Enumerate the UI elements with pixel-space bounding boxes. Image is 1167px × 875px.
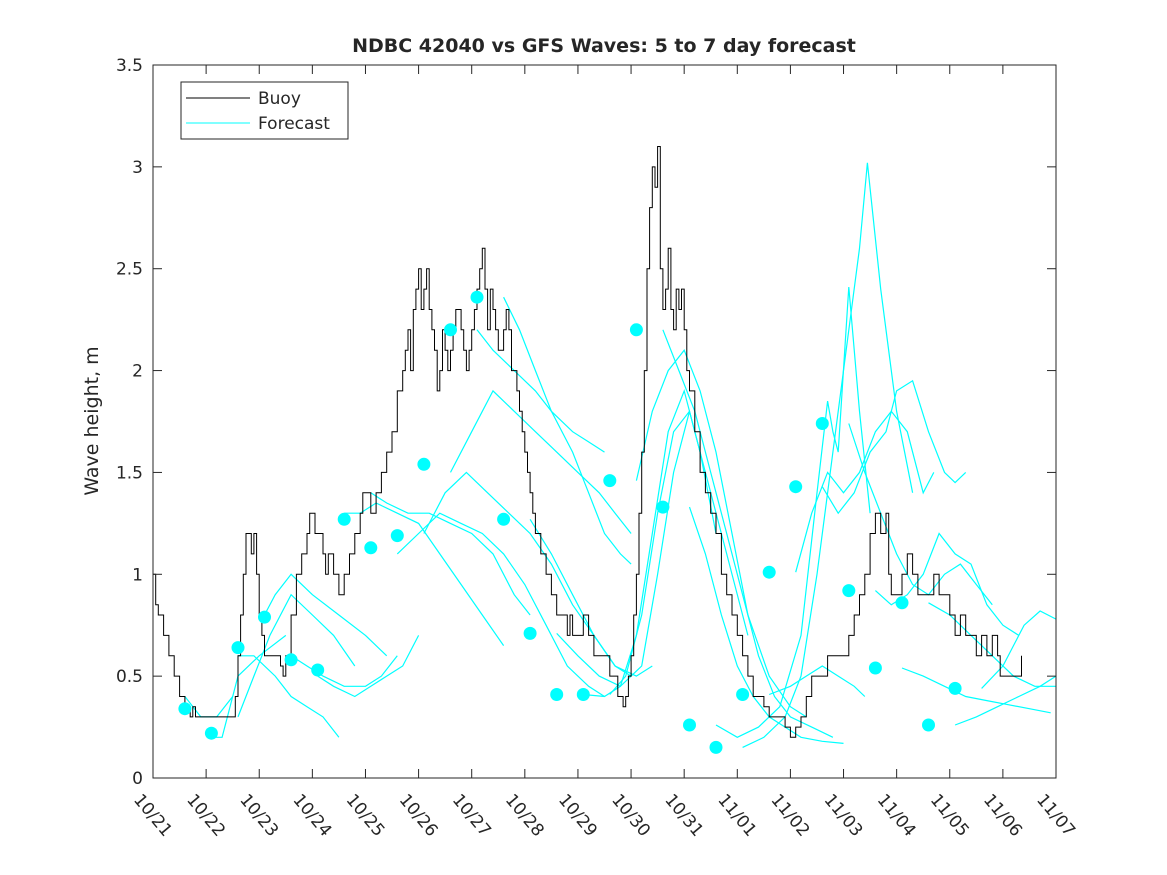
forecast-marker-12 <box>470 290 484 304</box>
y-tick-labels: 0 0.5 1 1.5 2 2.5 3 3.5 <box>116 56 143 789</box>
forecast-marker-29 <box>922 718 935 732</box>
y-tick-label: 1 <box>132 565 143 585</box>
legend: Buoy Forecast <box>180 81 349 140</box>
forecast-marker-18 <box>629 323 643 337</box>
y-tick-label: 3.5 <box>116 56 143 76</box>
forecast-marker-30 <box>948 681 962 695</box>
legend-box <box>180 81 349 140</box>
forecast-marker-24 <box>789 480 803 494</box>
y-tick-label: 3 <box>132 158 143 178</box>
forecast-marker-23 <box>762 565 776 579</box>
forecast-line-27 <box>848 423 993 606</box>
forecast-marker-22 <box>736 688 750 701</box>
y-tick-label: 0 <box>132 769 143 789</box>
forecast-line-3 <box>238 655 340 738</box>
buoy-line <box>153 146 1022 738</box>
forecast-marker-3 <box>231 641 245 655</box>
y-tick-label: 2.5 <box>116 260 143 280</box>
y-axis-label: Wave height, m <box>81 346 103 495</box>
forecast-marker-10 <box>417 457 431 471</box>
forecast-marker-17 <box>603 474 617 488</box>
forecast-line-24 <box>768 665 866 697</box>
axes-background <box>153 65 1056 778</box>
forecast-line-19 <box>635 349 807 718</box>
y-tick-label: 2 <box>132 362 143 382</box>
forecast-marker-27 <box>868 661 882 675</box>
forecast-line-22 <box>715 286 871 738</box>
buoy-series <box>153 146 1022 738</box>
forecast-marker-19 <box>656 500 670 514</box>
forecast-marker-25 <box>815 417 829 430</box>
forecast-marker-7 <box>337 512 351 526</box>
forecast-marker-26 <box>842 584 856 598</box>
legend-forecast-label: Forecast <box>258 114 330 134</box>
forecast-marker-16 <box>576 688 590 701</box>
forecast-line-31 <box>954 675 1057 726</box>
forecast-line-23 <box>742 162 914 748</box>
forecast-line-7 <box>317 635 420 698</box>
forecast-line-5 <box>263 573 388 657</box>
forecast-line-9 <box>370 492 531 616</box>
forecast-marker-20 <box>683 718 696 732</box>
forecast-marker-5 <box>284 653 298 667</box>
forecast-line-14 <box>503 296 632 565</box>
legend-buoy-label: Buoy <box>258 89 301 109</box>
y-tick-label: 1.5 <box>116 463 143 483</box>
forecast-line-20 <box>662 329 834 738</box>
forecast-marker-13 <box>497 512 511 526</box>
forecast-line-12 <box>449 389 632 534</box>
forecast-marker-2 <box>204 726 218 740</box>
forecast-marker-28 <box>895 596 909 610</box>
forecast-line-8 <box>344 502 505 646</box>
axis-ticks <box>152 64 1057 779</box>
forecast-line-21 <box>688 506 844 744</box>
forecast-line-10 <box>396 512 605 698</box>
forecast-marker-9 <box>390 529 404 543</box>
y-tick-label: 0.5 <box>116 667 143 687</box>
forecast-line-25 <box>795 410 935 573</box>
forecast-line-32 <box>981 610 1057 689</box>
forecast-marker-21 <box>709 740 723 754</box>
axes-frame <box>152 64 1057 779</box>
forecast-marker-11 <box>444 323 457 337</box>
forecast-marker-8 <box>364 541 378 555</box>
forecast-marker-14 <box>523 626 537 640</box>
forecast-line-26 <box>821 379 967 515</box>
forecast-marker-4 <box>258 610 271 624</box>
forecast-marker-1 <box>178 702 192 716</box>
forecast-line-29 <box>901 667 1051 714</box>
forecast-markers <box>178 290 962 754</box>
chart-title: NDBC 42040 vs GFS Waves: 5 to 7 day fore… <box>352 35 856 57</box>
forecast-marker-15 <box>550 688 564 701</box>
forecast-line-13 <box>476 329 605 453</box>
forecast-line-4 <box>237 593 356 718</box>
forecast-line-6 <box>290 655 398 687</box>
forecast-marker-6 <box>311 663 325 677</box>
